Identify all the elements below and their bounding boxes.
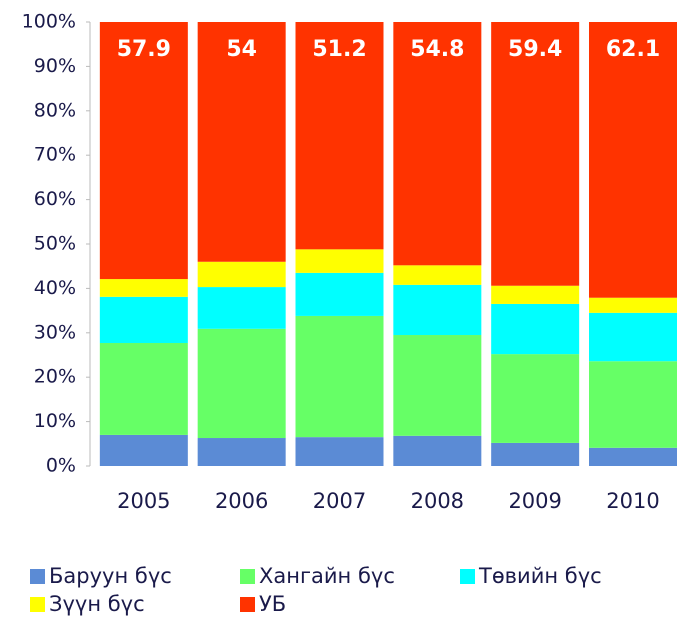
- data-label: 59.4: [508, 37, 562, 62]
- bar-segment: [393, 335, 482, 436]
- bar-segment: [589, 447, 677, 466]
- bar-segment: [295, 315, 384, 438]
- bar-segment: [589, 361, 677, 448]
- legend-swatch: [30, 569, 45, 584]
- data-label: 54: [226, 37, 257, 62]
- x-tick-label: 2008: [411, 489, 464, 513]
- bar-segment: [589, 297, 677, 313]
- y-tick-label: 60%: [34, 188, 76, 210]
- x-tick-label: 2006: [215, 489, 268, 513]
- data-label: 54.8: [410, 37, 464, 62]
- bar-segment: [197, 22, 286, 262]
- legend-label: Хангайн бүс: [259, 564, 395, 588]
- bar-segment: [99, 434, 188, 466]
- legend-label: Зүүн бүс: [49, 592, 145, 616]
- legend-swatch: [240, 569, 255, 584]
- legend-swatch: [460, 569, 475, 584]
- bar-segment: [491, 354, 580, 443]
- bar-segment: [295, 249, 384, 273]
- bar-segment: [491, 285, 580, 304]
- bar-segment: [393, 435, 482, 466]
- bar-segment: [197, 261, 286, 288]
- y-tick-label: 0%: [46, 455, 76, 477]
- y-tick-label: 70%: [34, 144, 76, 166]
- bar-segment: [99, 22, 188, 280]
- bar-segment: [197, 328, 286, 439]
- legend-label: Баруун бүс: [49, 564, 172, 588]
- bar-segment: [99, 343, 188, 435]
- bar-segment: [393, 265, 482, 285]
- y-tick-label: 100%: [22, 11, 76, 33]
- legend-swatch: [30, 597, 45, 612]
- y-tick-label: 20%: [34, 366, 76, 388]
- bar-segment: [197, 287, 286, 329]
- bar-segment: [197, 438, 286, 466]
- y-tick-label: 10%: [34, 410, 76, 432]
- bar-segment: [589, 22, 677, 298]
- bar-segment: [99, 279, 188, 297]
- legend-label: УБ: [259, 592, 286, 616]
- bar-segment: [295, 272, 384, 316]
- y-tick-label: 40%: [34, 277, 76, 299]
- bar-segment: [295, 22, 384, 250]
- x-tick-label: 2005: [117, 489, 170, 513]
- y-tick-label: 90%: [34, 55, 76, 77]
- bar-segment: [295, 437, 384, 466]
- bar-segment: [393, 22, 482, 266]
- bar-segment: [99, 296, 188, 344]
- y-tick-label: 50%: [34, 233, 76, 255]
- y-tick-label: 80%: [34, 99, 76, 121]
- y-tick-label: 30%: [34, 321, 76, 343]
- x-tick-label: 2009: [508, 489, 561, 513]
- x-tick-label: 2007: [313, 489, 366, 513]
- data-label: 62.1: [606, 37, 660, 62]
- bar-segment: [491, 303, 580, 355]
- data-label: 57.9: [117, 37, 171, 62]
- x-tick-label: 2010: [606, 489, 659, 513]
- legend-swatch: [240, 597, 255, 612]
- data-label: 51.2: [312, 37, 366, 62]
- bar-segment: [393, 284, 482, 336]
- bar-segment: [589, 312, 677, 362]
- bar-segment: [491, 442, 580, 466]
- legend-label: Төвийн бүс: [478, 564, 602, 588]
- bar-segment: [491, 22, 580, 286]
